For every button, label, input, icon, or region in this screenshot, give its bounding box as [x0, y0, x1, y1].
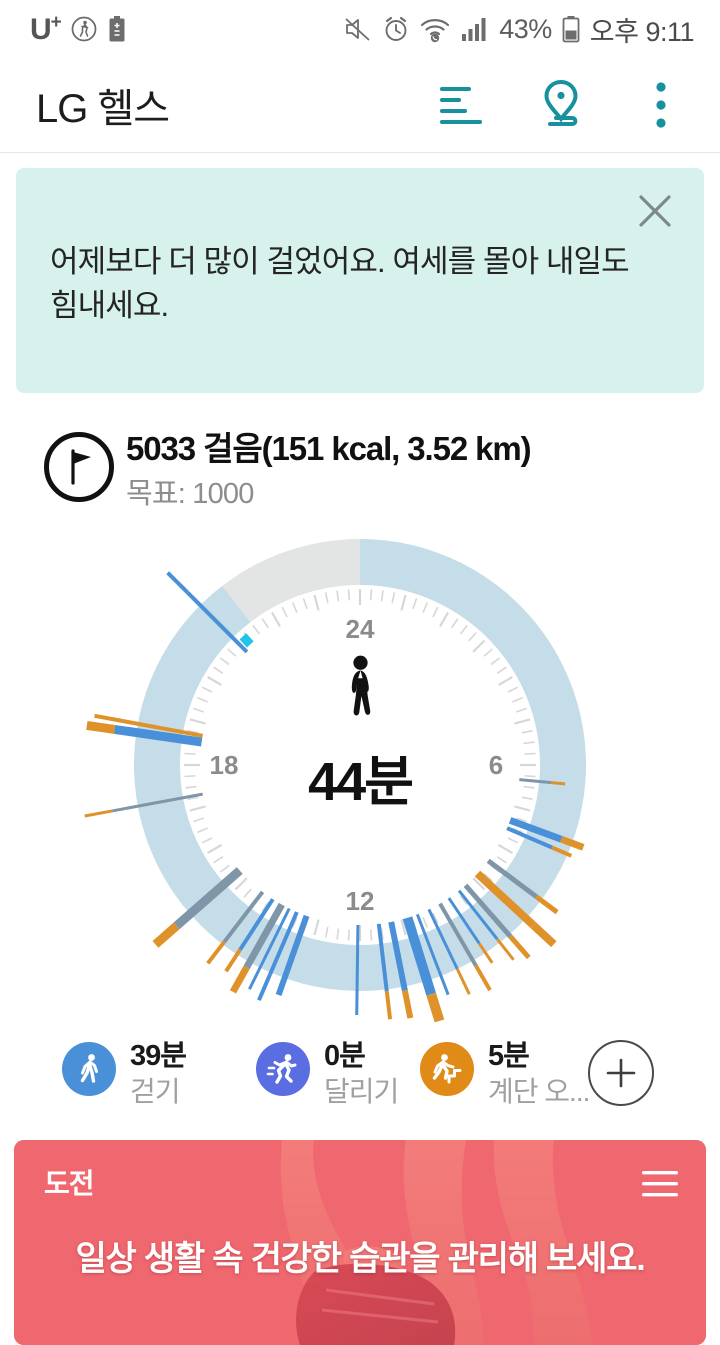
activity-dial[interactable]: 24 6 12 18 44분: [0, 515, 720, 1030]
steps-main-value: 5033 걸음(151 kcal, 3.52 km): [126, 430, 532, 467]
stat-running-label: 달리기: [324, 1076, 399, 1107]
stat-stairs-value: 5분: [488, 1040, 530, 1072]
tip-banner: 어제보다 더 많이 걸었어요. 여세를 몰아 내일도 힘내세요.: [16, 168, 704, 393]
hamburger-icon: [642, 1171, 678, 1197]
svg-text:24: 24: [346, 614, 375, 644]
add-activity-button[interactable]: [588, 1040, 654, 1106]
stat-running[interactable]: 0분 달리기: [256, 1038, 399, 1110]
svg-text:6: 6: [489, 750, 503, 780]
ranking-button[interactable]: [422, 66, 500, 144]
battery-icon: [562, 16, 580, 43]
stat-stairs-label: 계단 오...: [488, 1076, 590, 1107]
status-bar-left: U+: [30, 13, 127, 45]
status-clock: 오후 9:11: [589, 16, 695, 47]
stat-running-text: 0분 달리기: [324, 1038, 399, 1110]
challenge-menu-button[interactable]: [634, 1160, 686, 1208]
battery-percent: 43%: [499, 13, 552, 44]
activity-stats: 39분 걷기 0분 달리기: [0, 1038, 720, 1130]
overflow-menu-icon: [656, 82, 666, 128]
stairs-icon-badge: [420, 1042, 474, 1096]
carrier-logo: U+: [30, 12, 62, 46]
running-icon-badge: [256, 1042, 310, 1096]
status-bar: U+: [0, 0, 720, 58]
stat-stairs[interactable]: 5분 계단 오...: [420, 1038, 590, 1110]
close-icon: [639, 195, 671, 227]
walking-icon: [80, 1054, 98, 1083]
status-bar-right: 43% 오후 9:11: [343, 10, 695, 49]
svg-text:18: 18: [210, 750, 239, 780]
wifi-call-icon: [421, 19, 450, 43]
route-pin-button[interactable]: [522, 66, 600, 144]
challenge-label: 도전: [44, 1168, 95, 1199]
steps-goal-value: 목표: 1000: [126, 478, 254, 510]
flag-icon: [71, 449, 91, 485]
stat-walking-value: 39분: [130, 1040, 187, 1072]
app-bar: LG 헬스: [0, 58, 720, 153]
signal-icon: [462, 18, 486, 41]
stairs-icon: [432, 1054, 462, 1084]
mute-icon: [345, 18, 370, 41]
stat-walking[interactable]: 39분 걷기: [62, 1038, 187, 1110]
challenge-overlay: [14, 1140, 706, 1345]
goal-flag-badge: [44, 432, 114, 502]
walking-icon-badge: [62, 1042, 116, 1096]
route-pin-icon: [544, 79, 578, 126]
stat-running-value: 0분: [324, 1040, 366, 1072]
overflow-menu-button[interactable]: [622, 66, 700, 144]
plus-icon: [606, 1058, 636, 1088]
page-title: LG 헬스: [36, 87, 170, 131]
activity-dial-svg: 24 6 12 18: [84, 539, 586, 1023]
stat-walking-text: 39분 걷기: [130, 1038, 187, 1110]
battery-saver-icon: [109, 16, 125, 42]
ranking-icon: [440, 87, 482, 124]
svg-text:12: 12: [346, 886, 375, 916]
pedometer-icon: [71, 16, 97, 42]
app-bar-actions: [422, 66, 720, 144]
running-icon: [266, 1054, 297, 1084]
challenge-headline: 일상 생활 속 건강한 습관을 관리해 보세요.: [75, 1240, 645, 1278]
stat-walking-label: 걷기: [130, 1076, 181, 1107]
challenge-card[interactable]: 도전 일상 생활 속 건강한 습관을 관리해 보세요.: [14, 1140, 706, 1345]
steps-summary: 5033 걸음(151 kcal, 3.52 km) 목표: 1000: [0, 422, 720, 514]
alarm-icon: [385, 16, 407, 41]
tip-banner-close-button[interactable]: [624, 180, 686, 242]
tip-banner-message: 어제보다 더 많이 걸었어요. 여세를 몰아 내일도 힘내세요.: [50, 244, 630, 323]
stat-stairs-text: 5분 계단 오...: [488, 1038, 590, 1110]
